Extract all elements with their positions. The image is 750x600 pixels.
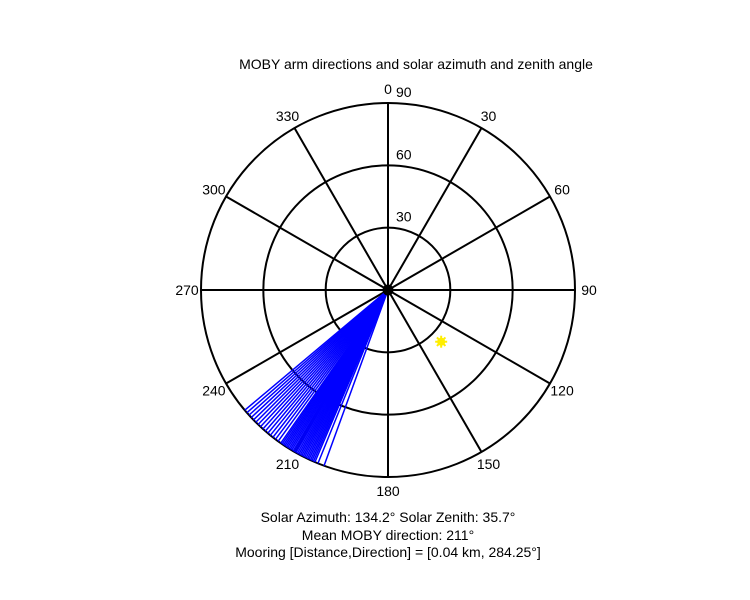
grid-spoke-30 <box>387 127 483 291</box>
angle-tick-label: 60 <box>554 182 570 198</box>
grid-spoke-240 <box>225 289 389 385</box>
radial-tick-label: 90 <box>396 84 412 100</box>
angle-tick-label: 270 <box>175 282 199 298</box>
angle-tick-labels: 0 30 60 90 120 150 180 210 240 270 300 330 <box>175 81 597 499</box>
angle-tick-label: 240 <box>202 383 226 399</box>
arm-direction-line <box>244 289 389 411</box>
sun-marker <box>435 335 448 348</box>
radial-tick-label: 30 <box>396 209 412 225</box>
solar-info: Solar Azimuth: 134.2° Solar Zenith: 35.7… <box>260 509 516 525</box>
angle-tick-label: 90 <box>581 282 597 298</box>
angle-tick-label: 150 <box>477 456 501 472</box>
grid-spoke-120 <box>387 289 551 385</box>
angle-tick-label: 330 <box>276 108 300 124</box>
grid-spoke-60 <box>387 195 551 291</box>
mean-direction: Mean MOBY direction: 211° <box>301 527 475 543</box>
moby-arm-directions <box>244 289 389 466</box>
grid-spoke-150 <box>387 289 483 453</box>
angle-tick-label: 180 <box>376 483 400 499</box>
grid-spoke-330 <box>293 127 389 291</box>
grid-spoke-300 <box>225 195 389 291</box>
chart-title: MOBY arm directions and solar azimuth an… <box>239 56 593 72</box>
angle-tick-label: 30 <box>481 108 497 124</box>
radial-tick-label: 60 <box>396 146 412 162</box>
angle-tick-label: 120 <box>550 383 574 399</box>
arm-direction-line <box>323 289 389 466</box>
angle-tick-label: 300 <box>202 182 226 198</box>
angle-tick-label: 0 <box>384 81 392 97</box>
mooring-info: Mooring [Distance,Direction] = [0.04 km,… <box>235 544 541 560</box>
angle-tick-label: 210 <box>276 456 300 472</box>
markers <box>382 284 448 348</box>
origin-marker <box>382 284 394 296</box>
radial-tick-labels: 30 60 90 <box>396 84 412 225</box>
